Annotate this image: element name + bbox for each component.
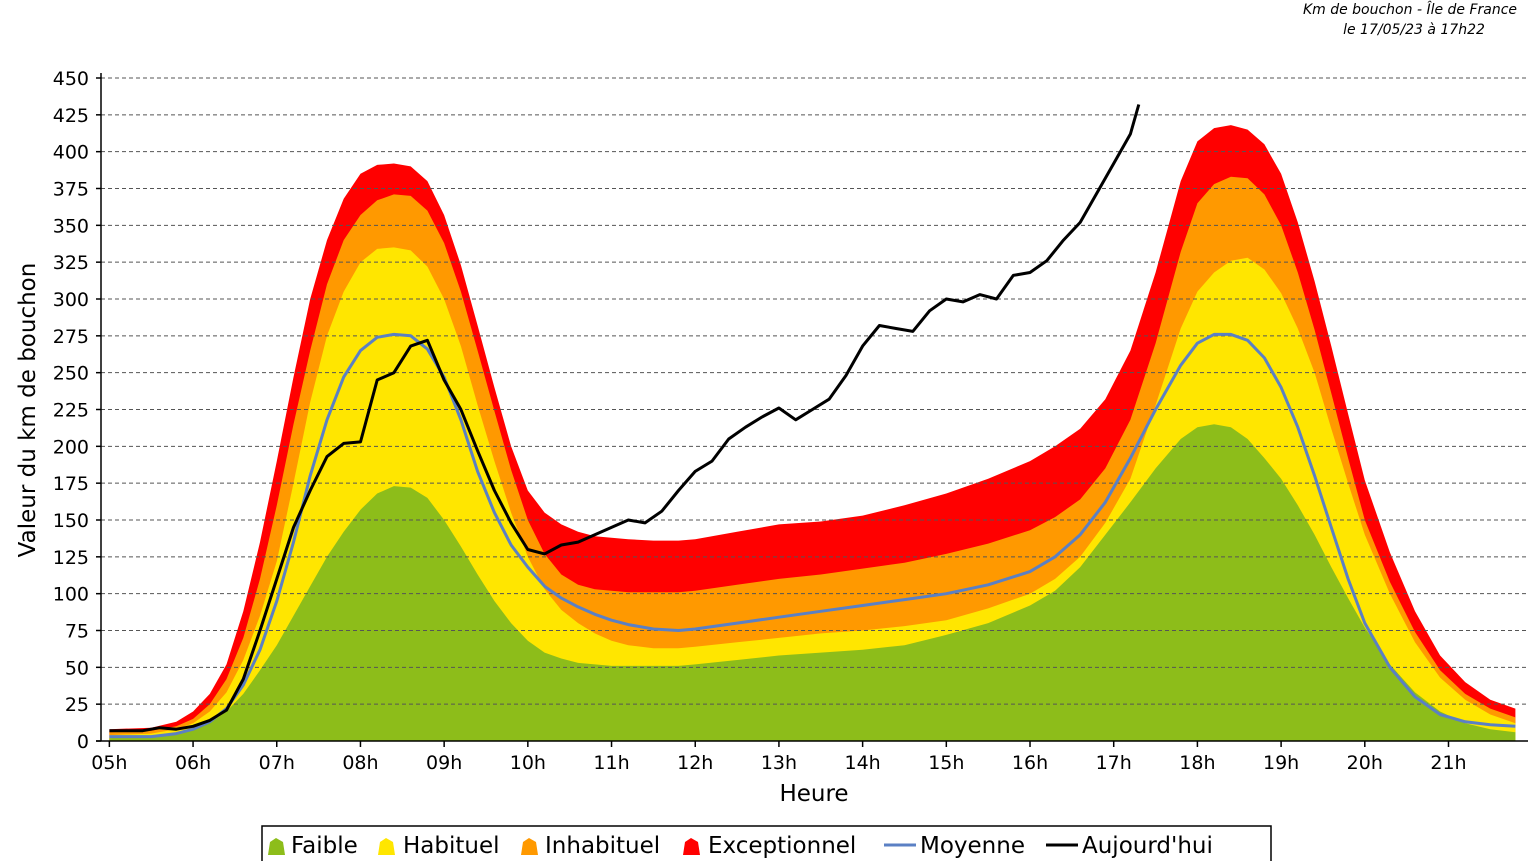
y-tick-label: 450 bbox=[53, 68, 89, 90]
x-tick-label: 06h bbox=[175, 752, 211, 774]
x-axis-ticks: 05h 06h 07h 08h 09h 10h 11h 12h 13h 14h 15h 16h 17h 1… bbox=[91, 741, 1467, 774]
x-tick-label: 07h bbox=[259, 752, 295, 774]
y-tick-label: 325 bbox=[53, 252, 89, 274]
legend-aujourdhui-label: Aujourd'hui bbox=[1082, 833, 1213, 859]
series-lines bbox=[109, 104, 1516, 739]
legend-inhabituel-label: Inhabituel bbox=[545, 833, 660, 859]
y-tick-label: 250 bbox=[53, 363, 89, 385]
x-tick-label: 11h bbox=[593, 752, 629, 774]
y-tick-label: 200 bbox=[53, 436, 89, 458]
legend-inhabituel-marker bbox=[521, 838, 538, 855]
line-moyenne bbox=[109, 332, 1516, 739]
x-tick-label: 09h bbox=[426, 752, 462, 774]
x-tick-label: 16h bbox=[1012, 752, 1048, 774]
legend-habituel-marker bbox=[378, 838, 395, 855]
legend-habituel-label: Habituel bbox=[403, 833, 500, 859]
y-tick-label: 375 bbox=[53, 179, 89, 201]
x-tick-label: 21h bbox=[1430, 752, 1466, 774]
legend-exceptionnel-label: Exceptionnel bbox=[708, 833, 856, 859]
y-tick-label: 125 bbox=[53, 547, 89, 569]
y-tick-label: 50 bbox=[65, 657, 89, 679]
legend-faible-label: Faible bbox=[291, 833, 358, 859]
y-tick-label: 350 bbox=[53, 215, 89, 237]
x-tick-label: 13h bbox=[761, 752, 797, 774]
y-tick-label: 300 bbox=[53, 289, 89, 311]
legend: Faible Habituel Inhabituel Exceptionnel … bbox=[261, 825, 1272, 861]
y-tick-label: 0 bbox=[77, 731, 89, 753]
line-aujourdhui bbox=[109, 104, 1141, 733]
legend-moyenne-label: Moyenne bbox=[920, 833, 1025, 859]
x-tick-label: 05h bbox=[91, 752, 127, 774]
y-tick-label: 425 bbox=[53, 105, 89, 127]
y-tick-label: 75 bbox=[65, 621, 89, 643]
chart-caption-date: le 17/05/23 à 17h22 bbox=[1343, 22, 1485, 38]
y-tick-label: 400 bbox=[53, 142, 89, 164]
y-axis-ticks: 0 25 50 75 100 125 150 175 200 225 250 275 300 325 350… bbox=[53, 68, 101, 753]
legend-box bbox=[261, 825, 1272, 861]
x-tick-label: 08h bbox=[342, 752, 378, 774]
x-tick-label: 12h bbox=[677, 752, 713, 774]
band-faible bbox=[109, 424, 1516, 741]
x-axis-title: Heure bbox=[779, 781, 848, 807]
legend-faible-marker bbox=[268, 838, 285, 855]
y-tick-label: 150 bbox=[53, 510, 89, 532]
x-tick-label: 14h bbox=[845, 752, 881, 774]
y-tick-label: 275 bbox=[53, 326, 89, 348]
x-tick-label: 17h bbox=[1096, 752, 1132, 774]
legend-exceptionnel-marker bbox=[683, 838, 700, 855]
x-tick-label: 18h bbox=[1179, 752, 1215, 774]
x-tick-label: 10h bbox=[510, 752, 546, 774]
x-tick-label: 19h bbox=[1263, 752, 1299, 774]
x-tick-label: 15h bbox=[928, 752, 964, 774]
y-tick-label: 25 bbox=[65, 694, 89, 716]
x-tick-label: 20h bbox=[1347, 752, 1383, 774]
chart-caption-title: Km de bouchon - Île de France bbox=[1303, 0, 1517, 18]
area-bands bbox=[109, 125, 1516, 742]
y-tick-label: 225 bbox=[53, 400, 89, 422]
y-tick-label: 100 bbox=[53, 584, 89, 606]
y-axis-title: Valeur du km de bouchon bbox=[15, 263, 41, 558]
axes bbox=[96, 73, 1528, 742]
y-tick-label: 175 bbox=[53, 473, 89, 495]
